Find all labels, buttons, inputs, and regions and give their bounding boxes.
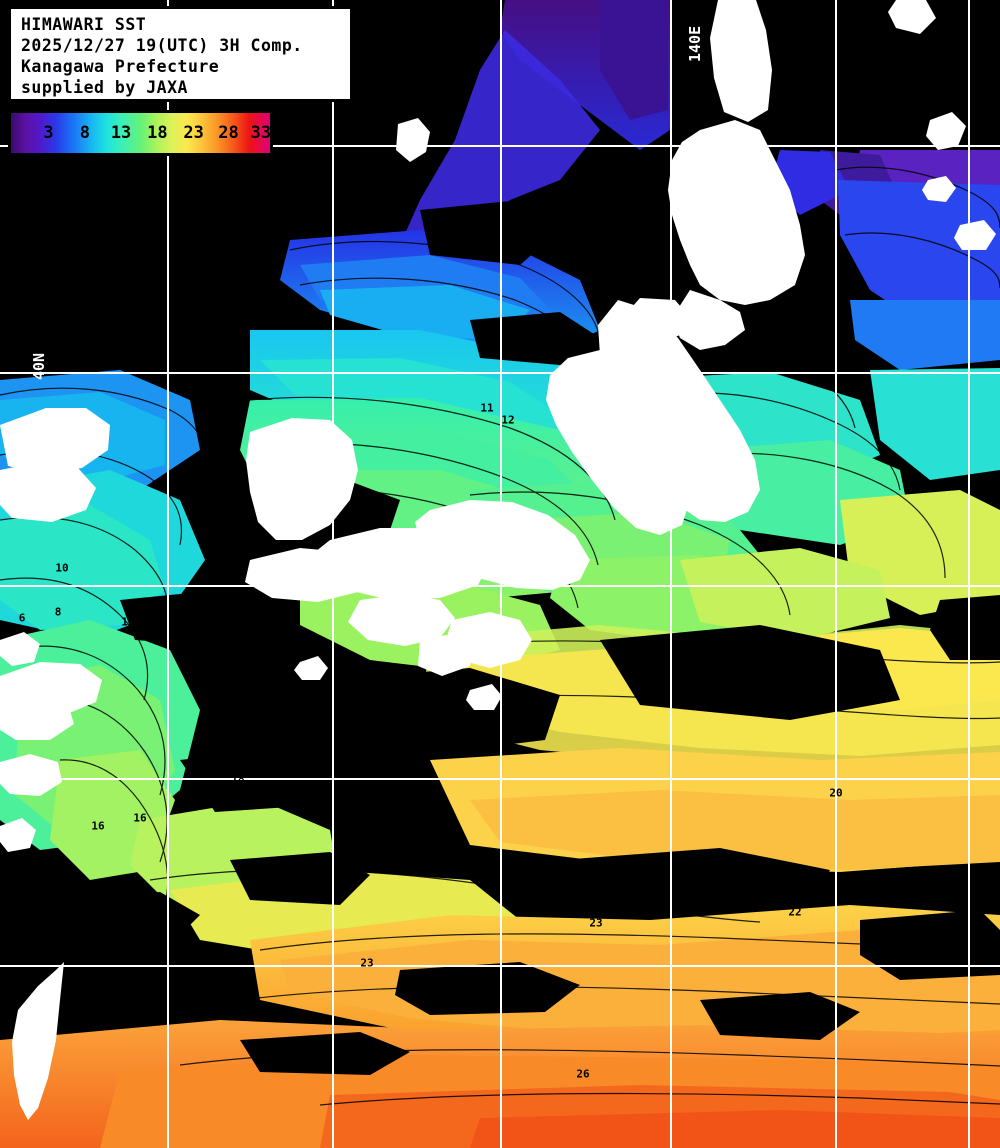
sst-colorbar-legend: 3 8 13 18 23 28 33 bbox=[8, 110, 273, 156]
contour-label: 6 bbox=[18, 611, 26, 625]
gridline-horizontal bbox=[0, 585, 1000, 587]
contour-label: 26 bbox=[576, 1067, 590, 1081]
gridline-vertical bbox=[835, 0, 837, 1148]
contour-label: 22 bbox=[788, 905, 802, 919]
longitude-label-140e: 140E bbox=[686, 25, 704, 62]
gridline-horizontal bbox=[0, 145, 1000, 147]
colorbar-tick: 13 bbox=[110, 123, 132, 143]
gridline-vertical bbox=[968, 0, 970, 1148]
gridline-vertical bbox=[670, 0, 672, 1148]
contour-label: 18 bbox=[231, 772, 245, 786]
contour-label: 11 bbox=[480, 401, 494, 415]
gridline-horizontal bbox=[0, 965, 1000, 967]
colorbar-gradient bbox=[11, 113, 270, 153]
contour-label: 16 bbox=[133, 811, 147, 825]
gridline-horizontal bbox=[0, 372, 1000, 374]
contour-label: 12 bbox=[121, 615, 135, 629]
info-region: Kanagawa Prefecture bbox=[21, 57, 220, 76]
info-title: HIMAWARI SST bbox=[21, 15, 147, 34]
map-info-panel: HIMAWARI SST 2025/12/27 19(UTC) 3H Comp.… bbox=[8, 6, 353, 102]
gridline-vertical bbox=[167, 0, 169, 1148]
contour-label: 16 bbox=[91, 819, 105, 833]
contour-label: 20 bbox=[275, 783, 289, 797]
colorbar-tick-labels: 3 8 13 18 23 28 33 bbox=[11, 113, 272, 153]
colorbar-tick: 28 bbox=[218, 123, 239, 143]
colorbar-tick: 3 bbox=[43, 123, 54, 143]
info-datetime: 2025/12/27 19(UTC) 3H Comp. bbox=[21, 36, 303, 55]
colorbar-tick: 33 bbox=[250, 123, 272, 143]
colorbar-tick: 18 bbox=[147, 123, 168, 143]
colorbar-tick: 23 bbox=[183, 123, 204, 143]
contour-label: 12 bbox=[501, 413, 515, 427]
gridline-vertical bbox=[500, 0, 502, 1148]
contour-label: 23 bbox=[360, 956, 374, 970]
contour-label: 10 bbox=[55, 561, 69, 575]
contour-label: 18 bbox=[55, 873, 69, 887]
gridline-horizontal bbox=[0, 778, 1000, 780]
colorbar-tick: 8 bbox=[79, 123, 90, 143]
contour-label: 8 bbox=[54, 605, 62, 619]
contour-label: 20 bbox=[829, 786, 843, 800]
gridline-vertical bbox=[332, 0, 334, 1148]
contour-label: 23 bbox=[589, 916, 603, 930]
info-credit: supplied by JAXA bbox=[21, 78, 188, 97]
latitude-label-40n: 40N bbox=[30, 352, 48, 380]
